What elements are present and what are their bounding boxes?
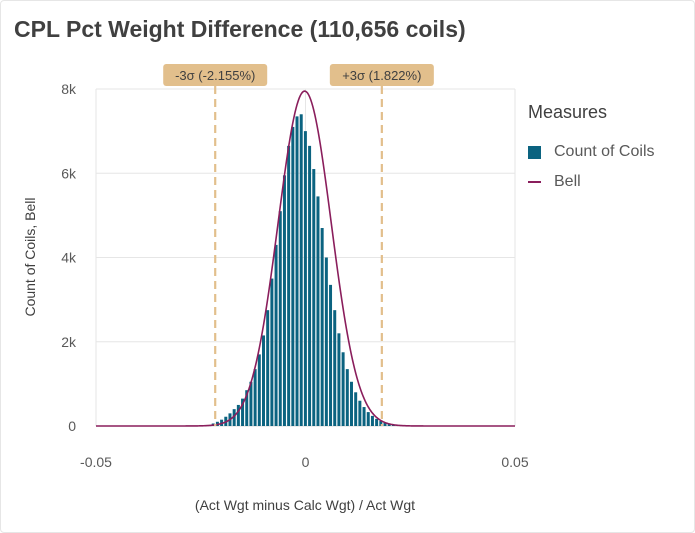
histogram-bar xyxy=(295,116,299,426)
y-tick-label: 8k xyxy=(61,81,77,97)
histogram-bar xyxy=(362,407,366,426)
legend-label-count: Count of Coils xyxy=(554,143,655,160)
histogram-bar xyxy=(232,409,236,426)
histogram-bar xyxy=(249,381,253,426)
y-tick-label: 0 xyxy=(68,418,76,434)
histogram-bar xyxy=(366,412,370,426)
histogram-bar xyxy=(324,257,328,426)
histogram-bar xyxy=(320,228,324,426)
histogram-bar xyxy=(370,415,374,426)
histogram-bar xyxy=(236,404,240,426)
bell-layer xyxy=(96,90,515,427)
chart-title: CPL Pct Weight Difference (110,656 coils… xyxy=(14,16,466,42)
sigma-label: -3σ (-2.155%) xyxy=(175,68,255,83)
histogram-bar xyxy=(337,333,341,426)
legend-swatch-bell xyxy=(528,181,541,183)
sigma-label: +3σ (1.822%) xyxy=(342,68,421,83)
y-tick-label: 2k xyxy=(61,334,77,350)
histogram-bar xyxy=(253,369,257,426)
histogram-bar xyxy=(354,392,358,426)
histogram-bar xyxy=(383,422,387,426)
legend-item-count[interactable]: Count of Coils xyxy=(528,137,688,167)
bell-curve xyxy=(96,90,515,427)
histogram-bar xyxy=(349,381,353,426)
y-tick-label: 6k xyxy=(61,165,77,181)
x-axis-title: (Act Wgt minus Calc Wgt) / Act Wgt xyxy=(195,497,415,513)
histogram-bar xyxy=(312,169,316,426)
histogram-bar xyxy=(387,423,391,426)
histogram-bar xyxy=(270,278,274,426)
histogram-bar xyxy=(266,310,270,426)
histogram-bar xyxy=(287,145,291,426)
y-axis-title: Count of Coils, Bell xyxy=(22,197,38,316)
histogram-bar xyxy=(291,126,295,426)
histogram-bar xyxy=(379,420,383,426)
histogram-bar xyxy=(274,244,278,426)
sigma-label-box xyxy=(163,64,268,86)
histogram-bar xyxy=(278,211,282,426)
legend-label-bell: Bell xyxy=(554,173,581,190)
sigma-layer: -3σ (-2.155%) +3σ (1.822%) xyxy=(163,64,434,426)
x-tick-label: 0.05 xyxy=(501,454,528,470)
histogram-bar xyxy=(245,390,249,426)
histogram-bar xyxy=(308,145,312,426)
legend-item-bell[interactable]: Bell xyxy=(528,167,688,197)
legend-swatch-count xyxy=(528,145,541,159)
legend-title: Measures xyxy=(528,102,608,122)
histogram-bar xyxy=(257,354,261,426)
histogram-bar xyxy=(358,400,362,426)
sigma-label-box xyxy=(329,64,434,86)
histogram-bar xyxy=(345,369,349,426)
histogram-bar xyxy=(303,131,307,426)
y-tick-label: 4k xyxy=(61,250,77,266)
histogram-bar xyxy=(299,114,303,427)
histogram-bar xyxy=(333,310,337,426)
histogram-bar xyxy=(241,398,245,426)
histogram-bar xyxy=(375,418,379,426)
histogram-bar xyxy=(316,196,320,426)
histogram-bar xyxy=(282,175,286,426)
bars-layer xyxy=(211,114,395,427)
ticks-layer: 0 2k 4k 6k 8k -0.05 0 0.05 xyxy=(61,81,529,470)
legend[interactable]: Measures Count of Coils Bell xyxy=(528,102,688,197)
histogram-bar xyxy=(341,352,345,426)
histogram-bar xyxy=(329,284,333,426)
x-tick-label: 0 xyxy=(302,454,310,470)
x-tick-label: -0.05 xyxy=(80,454,112,470)
histogram-bar xyxy=(262,335,265,426)
